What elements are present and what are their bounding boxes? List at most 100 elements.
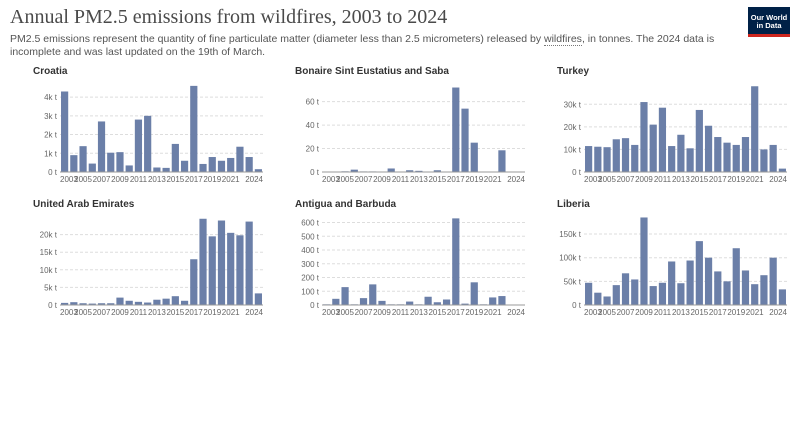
bar[interactable]: [489, 297, 497, 305]
bar[interactable]: [470, 142, 478, 172]
bar[interactable]: [612, 139, 620, 172]
bar[interactable]: [61, 302, 69, 305]
bar[interactable]: [433, 302, 441, 305]
bar[interactable]: [498, 296, 506, 305]
bar[interactable]: [677, 134, 685, 172]
bar[interactable]: [245, 157, 253, 172]
bar[interactable]: [254, 169, 262, 172]
bar[interactable]: [704, 125, 713, 172]
bar[interactable]: [658, 107, 667, 172]
bar[interactable]: [658, 282, 667, 305]
bar[interactable]: [217, 220, 226, 305]
bar[interactable]: [461, 303, 469, 305]
bar[interactable]: [760, 275, 768, 305]
bar[interactable]: [640, 102, 648, 172]
bar[interactable]: [778, 289, 786, 305]
bar[interactable]: [631, 279, 639, 305]
bar[interactable]: [199, 218, 207, 305]
bar[interactable]: [227, 157, 235, 172]
bar[interactable]: [107, 152, 115, 172]
bar[interactable]: [498, 150, 506, 172]
bar[interactable]: [359, 298, 368, 305]
bar[interactable]: [433, 170, 441, 172]
bar[interactable]: [594, 292, 602, 305]
bar[interactable]: [134, 119, 143, 172]
bar[interactable]: [116, 152, 124, 172]
bar[interactable]: [88, 303, 96, 305]
bar[interactable]: [245, 221, 253, 305]
owid-logo[interactable]: Our World in Data: [748, 7, 790, 37]
bar[interactable]: [97, 121, 106, 172]
bar[interactable]: [406, 170, 414, 172]
bar[interactable]: [79, 146, 87, 172]
bar[interactable]: [208, 236, 216, 305]
bar[interactable]: [612, 285, 620, 305]
bar[interactable]: [190, 85, 198, 172]
bar[interactable]: [79, 303, 87, 305]
bar[interactable]: [180, 300, 189, 305]
bar[interactable]: [649, 124, 657, 172]
bar[interactable]: [452, 87, 460, 172]
bar[interactable]: [585, 146, 593, 172]
bar[interactable]: [61, 91, 69, 172]
bar[interactable]: [88, 163, 96, 172]
bar[interactable]: [741, 137, 750, 172]
bar[interactable]: [144, 115, 152, 172]
bar[interactable]: [236, 146, 244, 172]
bar[interactable]: [452, 218, 460, 305]
bar[interactable]: [677, 283, 685, 305]
bar[interactable]: [695, 109, 703, 172]
bar[interactable]: [778, 168, 786, 172]
bar[interactable]: [406, 301, 414, 305]
bar[interactable]: [208, 157, 216, 172]
bar[interactable]: [741, 270, 750, 305]
bar[interactable]: [751, 86, 759, 172]
bar[interactable]: [162, 298, 170, 305]
bar[interactable]: [751, 284, 759, 305]
bar[interactable]: [70, 302, 78, 305]
bar[interactable]: [603, 147, 611, 172]
bar[interactable]: [144, 302, 152, 305]
bar[interactable]: [350, 169, 358, 172]
bar[interactable]: [668, 261, 676, 305]
bar[interactable]: [686, 260, 694, 305]
wildfires-link[interactable]: wildfires: [544, 33, 582, 46]
bar[interactable]: [415, 170, 423, 172]
bar[interactable]: [125, 300, 133, 305]
bar[interactable]: [723, 281, 731, 305]
bar[interactable]: [162, 167, 170, 172]
bar[interactable]: [732, 248, 740, 305]
bar[interactable]: [254, 293, 262, 305]
bar[interactable]: [378, 300, 386, 305]
bar[interactable]: [631, 144, 639, 172]
bar[interactable]: [621, 273, 630, 305]
bar[interactable]: [171, 143, 179, 172]
bar[interactable]: [714, 137, 722, 172]
bar[interactable]: [621, 138, 630, 172]
bar[interactable]: [732, 144, 740, 172]
bar[interactable]: [704, 257, 713, 305]
bar[interactable]: [341, 287, 349, 305]
bar[interactable]: [97, 303, 106, 305]
bar[interactable]: [171, 296, 179, 305]
bar[interactable]: [649, 286, 657, 305]
bar[interactable]: [594, 146, 602, 172]
bar[interactable]: [369, 284, 377, 305]
bar[interactable]: [603, 296, 611, 305]
bar[interactable]: [70, 155, 78, 172]
bar[interactable]: [125, 165, 133, 172]
bar[interactable]: [236, 235, 244, 305]
bar[interactable]: [116, 297, 124, 305]
bar[interactable]: [199, 163, 207, 172]
bar[interactable]: [227, 232, 235, 305]
bar[interactable]: [153, 299, 161, 305]
bar[interactable]: [107, 303, 115, 305]
bar[interactable]: [387, 168, 395, 172]
bar[interactable]: [714, 271, 722, 305]
bar[interactable]: [769, 257, 777, 305]
bar[interactable]: [424, 296, 432, 305]
bar[interactable]: [153, 167, 161, 172]
bar[interactable]: [585, 282, 593, 305]
bar[interactable]: [686, 148, 694, 172]
bar[interactable]: [134, 301, 143, 305]
